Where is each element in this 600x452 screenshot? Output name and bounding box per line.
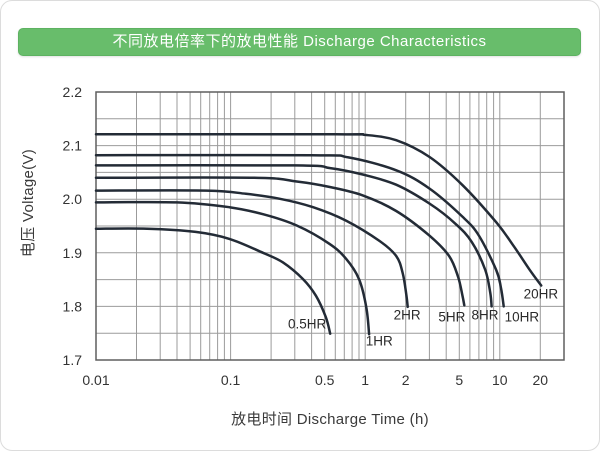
curve-20hr [94, 133, 543, 287]
curve-5hr [94, 176, 466, 307]
x-tick-label: 0.1 [221, 372, 241, 388]
x-tick-label: 0.01 [82, 372, 109, 388]
curve-10hr [94, 153, 505, 308]
x-tick-label: 1 [361, 372, 369, 388]
curve-1hr [94, 200, 371, 336]
x-tick-label: 10 [492, 372, 508, 388]
plot-border [95, 91, 565, 361]
curve-8hr [94, 163, 493, 308]
y-tick-label: 2.0 [63, 191, 83, 207]
curve-label-20hr: 20HR [524, 287, 559, 302]
curve-label-2hr: 2HR [394, 308, 421, 323]
chart-title-banner: 不同放电倍率下的放电性能 Discharge Characteristics [18, 28, 581, 56]
x-axis-title: 放电时间 Discharge Time (h) [231, 411, 429, 428]
curve-label-5hr: 5HR [438, 310, 465, 325]
curve-label-8hr: 8HR [471, 308, 498, 323]
y-tick-label: 1.8 [63, 298, 83, 314]
y-axis-title: 电压 Voltage(V) [20, 148, 37, 258]
x-tick-label: 5 [455, 372, 463, 388]
curve-label-10hr: 10HR [505, 310, 540, 325]
curve-label-1hr: 1HR [366, 334, 393, 349]
y-tick-label: 2.2 [63, 84, 83, 100]
y-tick-label: 1.9 [63, 245, 83, 261]
curve-2hr [94, 189, 409, 309]
x-tick-label: 20 [533, 372, 549, 388]
y-tick-label: 1.7 [63, 352, 83, 368]
curve-label-05hr: 0.5HR [288, 317, 327, 332]
x-tick-label: 2 [402, 372, 410, 388]
curve-05hr [94, 227, 332, 335]
y-tick-label: 2.1 [63, 138, 83, 154]
x-tick-label: 0.5 [315, 372, 335, 388]
